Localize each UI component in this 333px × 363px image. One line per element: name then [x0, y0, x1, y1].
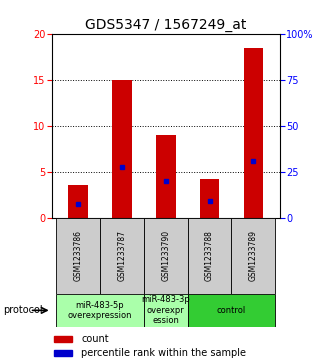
- Bar: [243, 48, 263, 218]
- Text: percentile rank within the sample: percentile rank within the sample: [81, 348, 246, 358]
- Bar: [144, 218, 187, 294]
- Text: GSM1233789: GSM1233789: [249, 231, 258, 281]
- Bar: [200, 179, 219, 218]
- Bar: [56, 294, 144, 327]
- Bar: [156, 135, 175, 218]
- Text: miR-483-5p
overexpression: miR-483-5p overexpression: [68, 301, 132, 320]
- Text: protocol: protocol: [3, 305, 43, 315]
- Bar: [100, 218, 144, 294]
- Bar: [68, 185, 88, 218]
- Title: GDS5347 / 1567249_at: GDS5347 / 1567249_at: [85, 18, 246, 32]
- Text: miR-483-3p
overexpr
ession: miR-483-3p overexpr ession: [141, 295, 190, 325]
- Text: GSM1233786: GSM1233786: [74, 231, 83, 281]
- Bar: [56, 218, 100, 294]
- Text: control: control: [217, 306, 246, 315]
- Bar: [54, 336, 72, 342]
- Text: GSM1233788: GSM1233788: [205, 231, 214, 281]
- Bar: [54, 350, 72, 356]
- Bar: [112, 80, 132, 218]
- Bar: [187, 218, 231, 294]
- Text: GSM1233790: GSM1233790: [161, 231, 170, 281]
- Bar: [187, 294, 275, 327]
- Bar: [144, 294, 187, 327]
- Text: GSM1233787: GSM1233787: [117, 231, 126, 281]
- Bar: [231, 218, 275, 294]
- Text: count: count: [81, 334, 109, 344]
